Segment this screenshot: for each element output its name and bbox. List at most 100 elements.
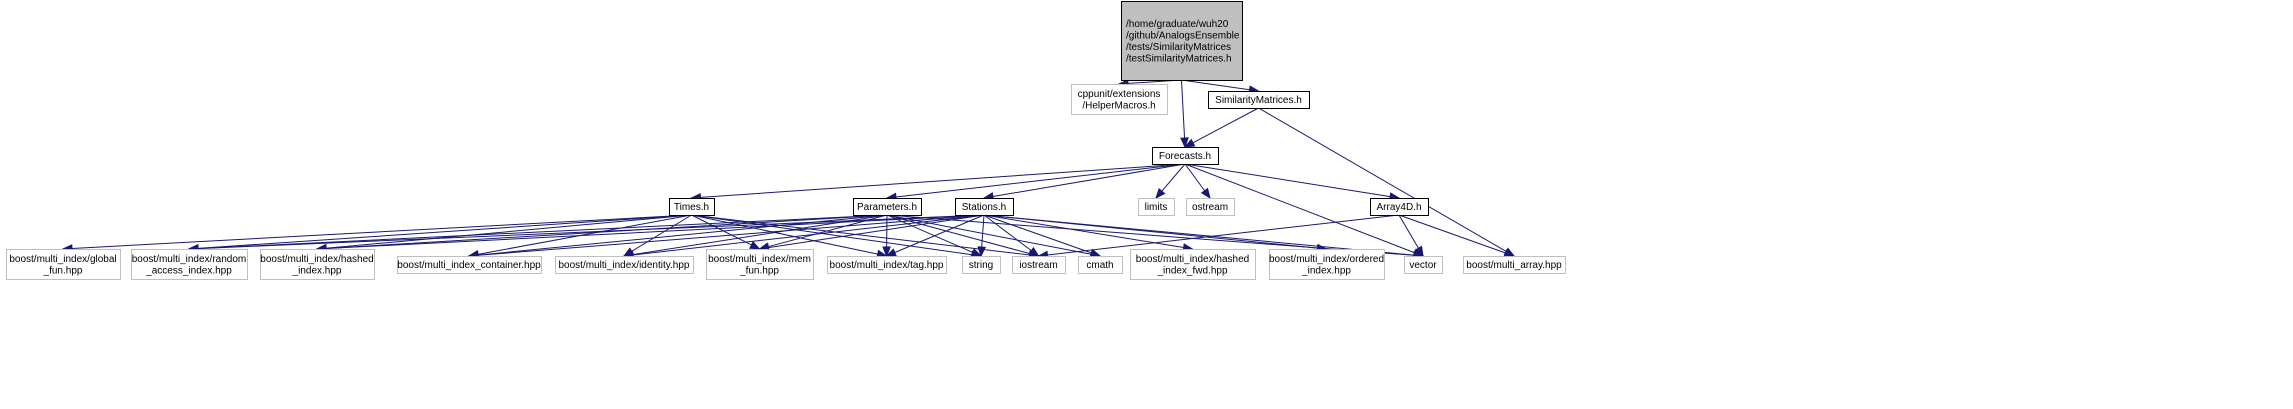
node-string: string	[962, 256, 1001, 274]
node-box-ostream	[1186, 198, 1235, 216]
edge-similaritymatrices-to-multi_array	[1258, 107, 1507, 252]
edge-parameters-to-hashed_index	[325, 214, 888, 249]
edge-stations-to-mem_fun	[768, 214, 985, 249]
node-label-cmath: cmath	[1086, 260, 1113, 271]
edge-forecasts-to-times	[700, 163, 1186, 198]
node-label-global_fun: _fun.hpp	[43, 265, 83, 276]
node-label-ostream: ostream	[1192, 202, 1228, 213]
edge-times-to-random_access	[197, 214, 692, 249]
edge-times-to-string	[691, 214, 973, 256]
node-layer: /home/graduate/wuh20/github/AnalogsEnsem…	[6, 1, 1566, 280]
node-box-random_access	[131, 249, 248, 280]
node-similaritymatrices[interactable]: SimilarityMatrices.h	[1208, 91, 1310, 109]
node-label-hashed_index: boost/multi_index/hashed	[260, 254, 373, 265]
node-parameters[interactable]: Parameters.h	[853, 198, 922, 216]
node-global_fun: boost/multi_index/global_fun.hpp	[6, 249, 121, 280]
node-ordered_index: boost/multi_index/ordered_index.hpp	[1269, 249, 1385, 280]
edge-times-to-global_fun	[71, 214, 692, 250]
node-label-vector: vector	[1409, 260, 1437, 271]
edge-root-to-forecasts	[1181, 79, 1186, 139]
edge-arrowhead-forecasts-to-limits	[1155, 187, 1166, 200]
node-box-global_fun	[6, 249, 121, 280]
node-forecasts[interactable]: Forecasts.h	[1152, 147, 1219, 165]
edge-stations-to-hashed_index	[325, 214, 985, 250]
node-ostream: ostream	[1186, 198, 1235, 216]
edge-forecasts-to-parameters	[895, 163, 1186, 198]
node-label-array4d: Array4D.h	[1376, 202, 1421, 213]
node-box-limits	[1138, 198, 1175, 216]
node-label-root: /github/AnalogsEnsemble	[1126, 30, 1240, 41]
node-label-ordered_index: boost/multi_index/ordered	[1269, 254, 1384, 265]
node-box-similaritymatrices	[1208, 91, 1310, 109]
node-box-vector	[1404, 256, 1443, 274]
edge-arrowhead-stations-to-tag	[885, 248, 897, 257]
edge-arrowhead-stations-to-string	[977, 246, 987, 258]
node-iostream: iostream	[1012, 256, 1066, 274]
node-box-multi_array	[1463, 256, 1566, 274]
node-label-root: /home/graduate/wuh20	[1126, 19, 1229, 30]
node-label-hashed_index: _index.hpp	[292, 265, 342, 276]
node-box-identity	[555, 256, 694, 274]
node-label-mem_fun: _fun.hpp	[739, 265, 779, 276]
edge-stations-to-iostream	[983, 214, 1032, 251]
node-label-random_access: _access_index.hpp	[145, 265, 232, 276]
node-label-limits: limits	[1145, 202, 1168, 213]
node-box-string	[962, 256, 1001, 274]
edge-forecasts-to-stations	[992, 163, 1186, 197]
edge-stations-to-string	[981, 214, 985, 248]
edge-times-to-tag	[691, 214, 878, 255]
node-label-tag: boost/multi_index/tag.hpp	[830, 260, 944, 271]
edge-parameters-to-cmath	[886, 214, 1092, 255]
node-box-hashed_index_fwd	[1130, 249, 1256, 280]
node-mi_container: boost/multi_index_container.hpp	[397, 256, 542, 274]
edge-parameters-to-iostream	[886, 214, 1030, 255]
edge-root-to-similaritymatrices	[1181, 79, 1250, 91]
node-box-tag	[827, 256, 947, 274]
node-random_access: boost/multi_index/random_access_index.hp…	[131, 249, 248, 280]
node-limits: limits	[1138, 198, 1175, 216]
edge-arrowhead-root-to-forecasts	[1180, 137, 1189, 149]
node-tag: boost/multi_index/tag.hpp	[827, 256, 947, 274]
edge-array4d-to-vector	[1398, 214, 1419, 249]
node-label-mem_fun: boost/multi_index/mem	[708, 254, 811, 265]
edge-stations-to-random_access	[197, 214, 985, 250]
node-label-helpermacros: /HelperMacros.h	[1082, 100, 1155, 111]
node-box-mi_container	[397, 256, 542, 274]
edge-arrowhead-similaritymatrices-to-forecasts	[1183, 138, 1196, 148]
edge-stations-to-vector	[983, 214, 1415, 256]
node-vector: vector	[1404, 256, 1443, 274]
node-box-forecasts	[1152, 147, 1219, 165]
node-stations[interactable]: Stations.h	[955, 198, 1014, 216]
edge-forecasts-to-limits	[1161, 163, 1186, 192]
node-label-forecasts: Forecasts.h	[1159, 151, 1211, 162]
edge-forecasts-to-array4d	[1184, 163, 1391, 198]
edge-times-to-mi_container	[477, 214, 692, 255]
node-mem_fun: boost/multi_index/mem_fun.hpp	[706, 249, 814, 280]
edge-stations-to-cmath	[983, 214, 1092, 254]
edge-arrowhead-parameters-to-string	[970, 248, 983, 257]
node-box-stations	[955, 198, 1014, 216]
node-array4d[interactable]: Array4D.h	[1370, 198, 1429, 216]
edge-parameters-to-identity	[632, 214, 888, 256]
node-box-array4d	[1370, 198, 1429, 216]
node-times[interactable]: Times.h	[669, 198, 715, 216]
node-cmath: cmath	[1078, 256, 1123, 274]
node-identity: boost/multi_index/identity.hpp	[555, 256, 694, 274]
node-label-similaritymatrices: SimilarityMatrices.h	[1215, 95, 1302, 106]
edge-forecasts-to-vector	[1184, 163, 1415, 254]
node-label-helpermacros: cppunit/extensions	[1078, 89, 1161, 100]
node-label-root: /testSimilarityMatrices.h	[1126, 53, 1232, 64]
node-label-parameters: Parameters.h	[857, 202, 917, 213]
node-box-times	[669, 198, 715, 216]
node-root[interactable]: /home/graduate/wuh20/github/AnalogsEnsem…	[1121, 1, 1243, 81]
edge-arrowhead-stations-to-iostream	[1028, 246, 1040, 257]
node-box-cmath	[1078, 256, 1123, 274]
edge-stations-to-hashed_index_fwd	[983, 214, 1184, 249]
node-hashed_index: boost/multi_index/hashed_index.hpp	[260, 249, 375, 280]
edge-array4d-to-iostream	[1047, 214, 1400, 256]
node-label-ordered_index: _index.hpp	[1301, 265, 1351, 276]
edge-parameters-to-random_access	[197, 214, 888, 250]
edge-similaritymatrices-to-forecasts	[1192, 107, 1259, 144]
edge-forecasts-to-ostream	[1184, 163, 1206, 192]
